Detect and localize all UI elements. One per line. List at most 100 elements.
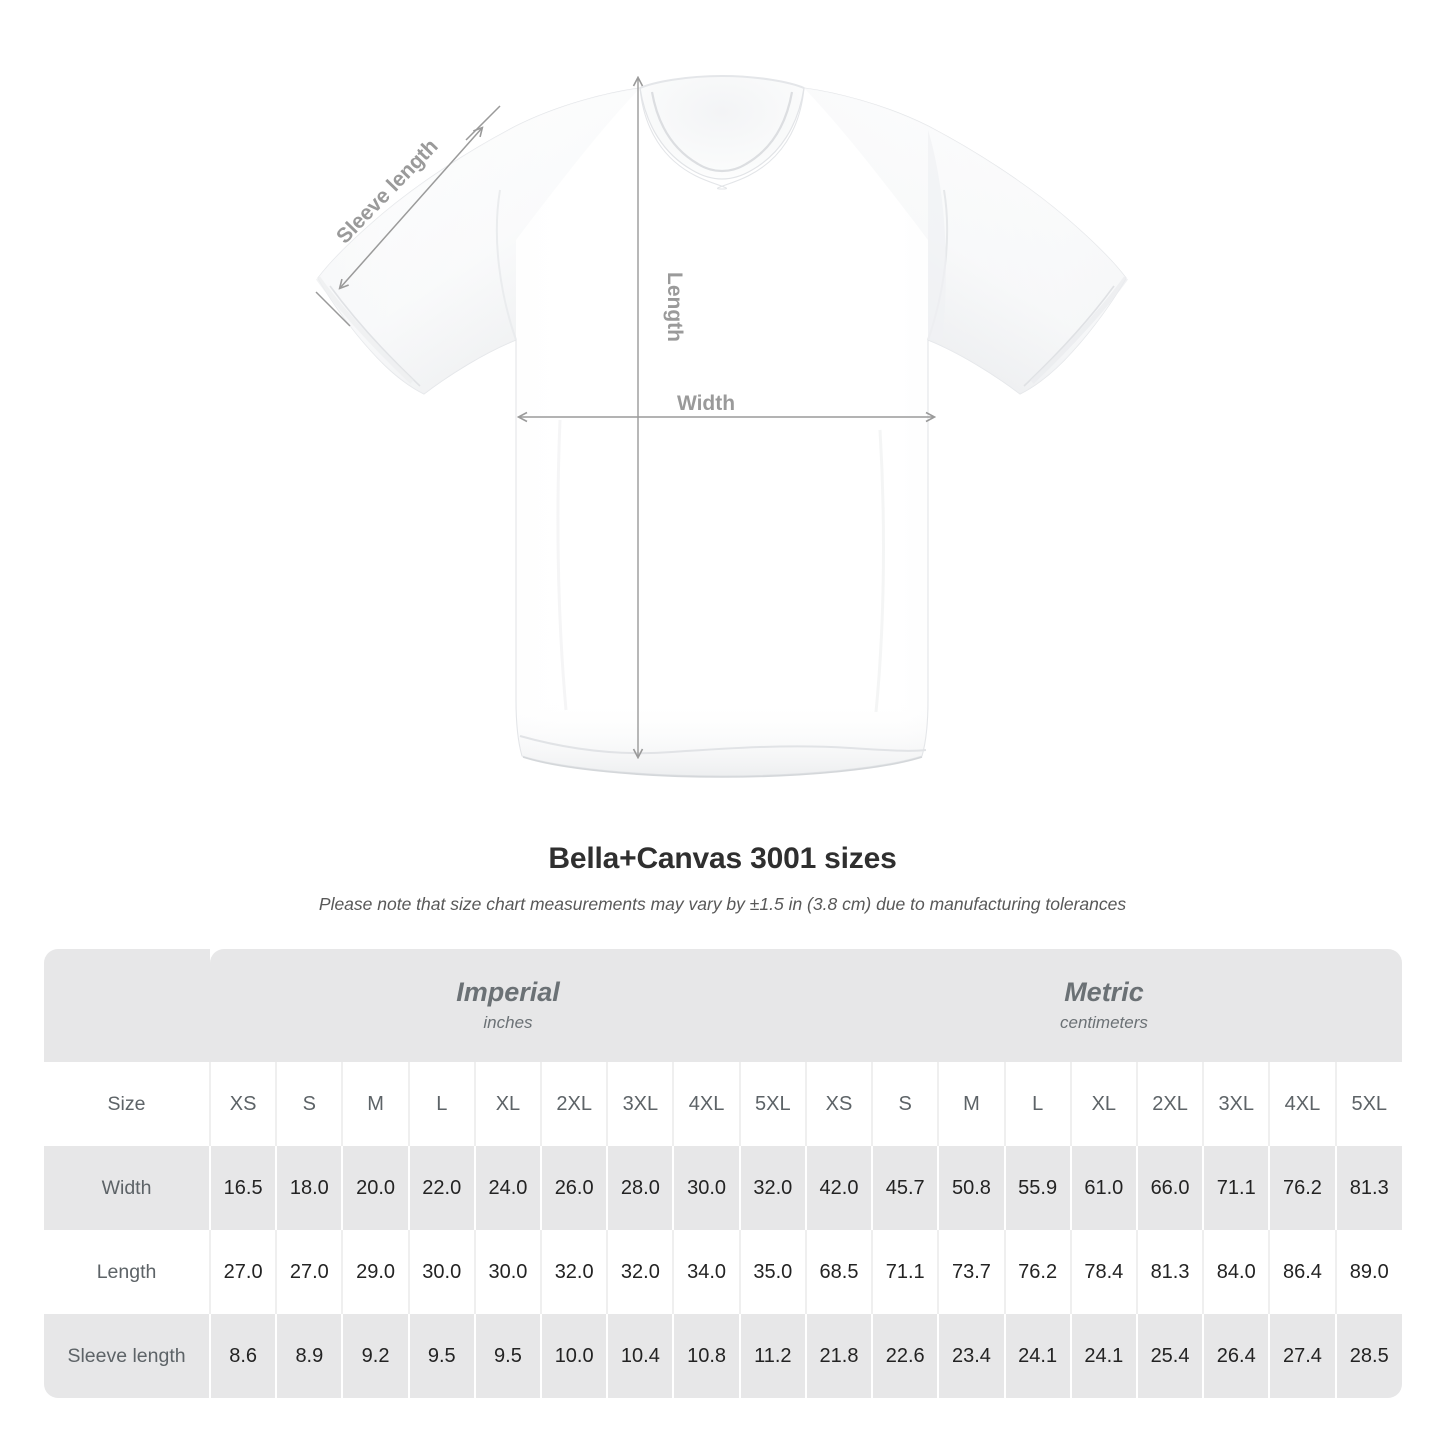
cell-width-imperial-xl: 24.0 <box>474 1146 543 1230</box>
cell-length-imperial-3xl: 32.0 <box>607 1230 675 1314</box>
cell-length-metric-3xl: 84.0 <box>1203 1230 1271 1314</box>
cell-sleeve-metric-3xl: 26.4 <box>1203 1314 1271 1398</box>
tshirt-diagram: Sleeve length Length Width <box>315 74 1129 778</box>
cell-length-imperial-xs: 27.0 <box>210 1230 278 1314</box>
size-col-metric-5xl: 5XL <box>1335 1062 1402 1146</box>
cell-width-metric-3xl: 71.1 <box>1203 1146 1271 1230</box>
unit-imperial-name: Imperial <box>456 977 560 1008</box>
size-header-row: Size XS S M L XL 2XL 3XL 4XL 5XL XS S M … <box>44 1062 1402 1146</box>
cell-sleeve-metric-s: 22.6 <box>872 1314 940 1398</box>
size-col-imperial-l: L <box>408 1062 476 1146</box>
cell-length-imperial-m: 29.0 <box>342 1230 410 1314</box>
sleeve-cap-top <box>465 105 501 141</box>
cell-sleeve-imperial-xl: 9.5 <box>474 1314 543 1398</box>
size-col-imperial-2xl: 2XL <box>541 1062 609 1146</box>
chart-heading-block: Bella+Canvas 3001 sizes Please note that… <box>0 842 1445 915</box>
cell-width-imperial-4xl: 30.0 <box>673 1146 741 1230</box>
cell-sleeve-imperial-5xl: 11.2 <box>739 1314 807 1398</box>
cell-length-metric-xl: 78.4 <box>1070 1230 1138 1314</box>
cell-width-imperial-s: 18.0 <box>276 1146 344 1230</box>
size-col-metric-2xl: 2XL <box>1136 1062 1205 1146</box>
sleeve-cap-bottom <box>315 291 351 327</box>
size-col-imperial-5xl: 5XL <box>739 1062 807 1146</box>
cell-sleeve-metric-5xl: 28.5 <box>1335 1314 1402 1398</box>
cell-width-metric-l: 55.9 <box>1004 1146 1072 1230</box>
row-label-length: Length <box>44 1230 212 1314</box>
size-col-metric-4xl: 4XL <box>1269 1062 1337 1146</box>
cell-length-metric-xs: 68.5 <box>805 1230 874 1314</box>
cell-width-imperial-xs: 16.5 <box>210 1146 278 1230</box>
unit-metric-name: Metric <box>1064 977 1144 1008</box>
cell-width-metric-m: 50.8 <box>938 1146 1006 1230</box>
size-col-imperial-s: S <box>276 1062 344 1146</box>
row-label-width: Width <box>44 1146 212 1230</box>
cell-width-imperial-5xl: 32.0 <box>739 1146 807 1230</box>
cell-width-imperial-m: 20.0 <box>342 1146 410 1230</box>
cell-sleeve-imperial-s: 8.9 <box>276 1314 344 1398</box>
tshirt-illustration <box>315 74 1129 778</box>
size-col-imperial-3xl: 3XL <box>607 1062 675 1146</box>
cell-length-metric-4xl: 86.4 <box>1269 1230 1337 1314</box>
cell-sleeve-metric-xl: 24.1 <box>1070 1314 1138 1398</box>
cell-sleeve-metric-xs: 21.8 <box>805 1314 874 1398</box>
cell-length-metric-5xl: 89.0 <box>1335 1230 1402 1314</box>
width-dimension: Width <box>519 392 934 417</box>
cell-width-imperial-l: 22.0 <box>408 1146 476 1230</box>
size-col-metric-s: S <box>872 1062 940 1146</box>
cell-width-imperial-2xl: 26.0 <box>541 1146 609 1230</box>
size-col-imperial-4xl: 4XL <box>673 1062 741 1146</box>
size-header-label: Size <box>44 1062 212 1146</box>
cell-sleeve-metric-m: 23.4 <box>938 1314 1006 1398</box>
cell-width-metric-xl: 61.0 <box>1070 1146 1138 1230</box>
cell-sleeve-imperial-m: 9.2 <box>342 1314 410 1398</box>
cell-width-imperial-3xl: 28.0 <box>607 1146 675 1230</box>
size-col-metric-xs: XS <box>805 1062 874 1146</box>
cell-width-metric-4xl: 76.2 <box>1269 1146 1337 1230</box>
cell-length-metric-s: 71.1 <box>872 1230 940 1314</box>
cell-sleeve-imperial-l: 9.5 <box>408 1314 476 1398</box>
width-label: Width <box>677 392 735 415</box>
unit-banner-spacer <box>44 949 211 1062</box>
cell-length-imperial-l: 30.0 <box>408 1230 476 1314</box>
unit-imperial-sub: inches <box>483 1013 533 1032</box>
unit-group-metric: Metric centimeters <box>805 949 1402 1062</box>
unit-group-imperial: Imperial inches <box>210 949 806 1062</box>
cell-length-imperial-s: 27.0 <box>276 1230 344 1314</box>
cell-width-metric-s: 45.7 <box>872 1146 940 1230</box>
length-label: Length <box>663 272 686 342</box>
size-chart-table-wrap: Imperial inches Metric centimeters Size … <box>44 949 1402 1398</box>
size-chart-table: Imperial inches Metric centimeters Size … <box>44 949 1402 1398</box>
cell-width-metric-xs: 42.0 <box>805 1146 874 1230</box>
size-col-metric-xl: XL <box>1070 1062 1138 1146</box>
size-col-imperial-xs: XS <box>210 1062 278 1146</box>
cell-length-imperial-5xl: 35.0 <box>739 1230 807 1314</box>
table-row-width: Width 16.5 18.0 20.0 22.0 24.0 26.0 28.0… <box>44 1146 1402 1230</box>
cell-sleeve-imperial-4xl: 10.8 <box>673 1314 741 1398</box>
table-row-sleeve-length: Sleeve length 8.6 8.9 9.2 9.5 9.5 10.0 1… <box>44 1314 1402 1398</box>
sleeve-length-arrow <box>340 128 482 288</box>
size-col-imperial-m: M <box>342 1062 410 1146</box>
row-label-sleeve-length: Sleeve length <box>44 1314 212 1398</box>
cell-width-metric-5xl: 81.3 <box>1335 1146 1402 1230</box>
cell-sleeve-metric-l: 24.1 <box>1004 1314 1072 1398</box>
cell-width-metric-2xl: 66.0 <box>1136 1146 1205 1230</box>
cell-length-metric-l: 76.2 <box>1004 1230 1072 1314</box>
cell-length-metric-2xl: 81.3 <box>1136 1230 1205 1314</box>
size-col-metric-3xl: 3XL <box>1203 1062 1271 1146</box>
cell-length-metric-m: 73.7 <box>938 1230 1006 1314</box>
cell-sleeve-metric-4xl: 27.4 <box>1269 1314 1337 1398</box>
unit-banner-row: Imperial inches Metric centimeters <box>44 949 1402 1062</box>
cell-length-imperial-2xl: 32.0 <box>541 1230 609 1314</box>
cell-sleeve-imperial-xs: 8.6 <box>210 1314 278 1398</box>
cell-length-imperial-xl: 30.0 <box>474 1230 543 1314</box>
table-row-length: Length 27.0 27.0 29.0 30.0 30.0 32.0 32.… <box>44 1230 1402 1314</box>
size-col-metric-m: M <box>938 1062 1006 1146</box>
size-col-imperial-xl: XL <box>474 1062 543 1146</box>
cell-sleeve-imperial-3xl: 10.4 <box>607 1314 675 1398</box>
cell-length-imperial-4xl: 34.0 <box>673 1230 741 1314</box>
unit-metric-sub: centimeters <box>1060 1013 1148 1032</box>
tolerance-note: Please note that size chart measurements… <box>318 894 1127 914</box>
page-title: Bella+Canvas 3001 sizes <box>548 842 897 875</box>
cell-sleeve-imperial-2xl: 10.0 <box>541 1314 609 1398</box>
cell-sleeve-metric-2xl: 25.4 <box>1136 1314 1205 1398</box>
